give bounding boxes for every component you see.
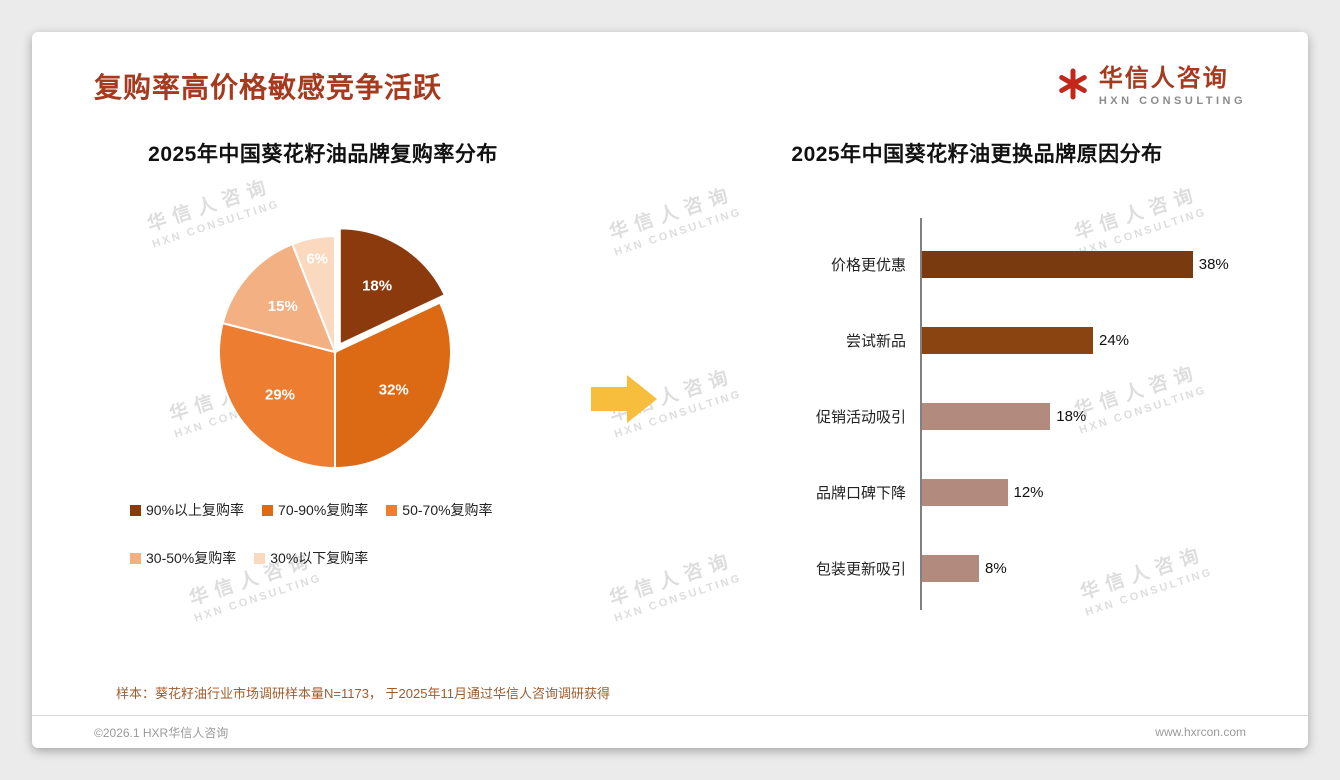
bar bbox=[922, 326, 1093, 354]
bar-category-label: 包装更新吸引 bbox=[815, 560, 906, 578]
legend-label: 70-90%复购率 bbox=[278, 502, 369, 518]
bar-category-label: 尝试新品 bbox=[845, 332, 906, 350]
bar-value-label: 18% bbox=[1056, 407, 1087, 425]
bar-value-label: 24% bbox=[1099, 331, 1130, 349]
pie-chart: 18% 32% 29% 15% 6% bbox=[218, 227, 452, 470]
bar bbox=[922, 554, 979, 582]
legend-swatch bbox=[130, 504, 141, 516]
bar-category-labels: 价格更优惠尝试新品促销活动吸引 品牌口碑下降 包装更新吸引 bbox=[690, 218, 920, 610]
bar-chart: 价格更优惠尝试新品促销活动吸引 品牌口碑下降 包装更新吸引 38% 24% 18% 12%… bbox=[690, 218, 1264, 610]
pie-slice bbox=[221, 242, 337, 354]
sample-footnote: 样本：葵花籽油行业市场调研样本量N=1173， 于2025年11月通过华信人咨询… bbox=[116, 686, 610, 701]
legend-item: 30-50%复购率 bbox=[130, 548, 236, 568]
bar-row: 24% bbox=[922, 302, 1264, 378]
charts-row: 2025年中国葵花籽油品牌复购率分布 18% 32% 29% 15% 6% 90%以上复… bbox=[32, 138, 1308, 610]
legend-swatch bbox=[386, 504, 398, 516]
legend-item: 30%以下复购率 bbox=[254, 548, 368, 568]
bar-category-label: 品牌口碑下降 bbox=[815, 484, 906, 502]
bar-plot-area: 38% 24% 18% 12% 8% bbox=[920, 218, 1264, 610]
pie-value-label: 29% bbox=[265, 387, 295, 404]
pie-value-label: 18% bbox=[362, 278, 392, 295]
company-logo: 华信人咨询 HXN CONSULTING bbox=[1056, 65, 1246, 108]
legend-row: 90%以上复购率 70-90%复购率 50-70%复购率 bbox=[130, 500, 558, 520]
legend-label: 30-50%复购率 bbox=[146, 550, 237, 566]
logo-subtitle: HXN CONSULTING bbox=[1098, 95, 1246, 108]
legend-label: 90%以上复购率 bbox=[146, 502, 245, 518]
slide-card: 华信人咨询 HXN CONSULTING 华信人咨询 HXN CONSULTING 华信… bbox=[32, 32, 1308, 748]
legend-label: 30%以下复购率 bbox=[270, 550, 369, 566]
bar bbox=[922, 478, 1008, 506]
pie-slice bbox=[334, 301, 452, 470]
bar-value-label: 8% bbox=[985, 559, 1007, 577]
legend-item: 70-90%复购率 bbox=[262, 500, 368, 520]
legend-item: 50-70%复购率 bbox=[386, 500, 493, 520]
bar-category-label: 价格更优惠 bbox=[830, 256, 906, 274]
legend-row: 30-50%复购率 30%以下复购率 bbox=[130, 548, 558, 568]
logo-asterisk-icon bbox=[1056, 67, 1090, 106]
pie-slice bbox=[290, 234, 336, 353]
slide-header: 复购率高价格敏感竞争活跃 华信人咨询 HXN CONSULTING bbox=[32, 32, 1308, 136]
pie-slice bbox=[218, 321, 336, 470]
arrow-column bbox=[558, 138, 690, 610]
copyright-text: ©2026.1 HXR华信人咨询 bbox=[94, 725, 229, 740]
legend-swatch bbox=[130, 552, 141, 564]
bar bbox=[922, 402, 1051, 430]
bar-category-label: 促销活动吸引 bbox=[815, 408, 906, 426]
pie-chart-title: 2025年中国葵花籽油品牌复购率分布 bbox=[148, 143, 498, 166]
bar bbox=[922, 250, 1193, 278]
bar-value-label: 38% bbox=[1198, 255, 1229, 273]
slide-footer: ©2026.1 HXR华信人咨询 www.hxrcon.com bbox=[32, 715, 1308, 748]
pie-legend: 90%以上复购率 70-90%复购率 50-70%复购率 30-50%复购率 30%以下… bbox=[130, 500, 558, 568]
bar-chart-title: 2025年中国葵花籽油更换品牌原因分布 bbox=[791, 143, 1163, 166]
bar-row: 18% bbox=[922, 378, 1264, 454]
logo-text: 华信人咨询 HXN CONSULTING bbox=[1098, 65, 1246, 108]
legend-swatch bbox=[262, 504, 274, 516]
logo-name: 华信人咨询 bbox=[1098, 65, 1229, 92]
legend-label: 50-70%复购率 bbox=[402, 502, 493, 518]
bar-row: 38% bbox=[922, 226, 1264, 302]
pie-value-label: 6% bbox=[306, 251, 328, 268]
legend-item: 90%以上复购率 bbox=[130, 500, 244, 520]
bar-row: 12% bbox=[922, 454, 1264, 530]
arrow-right-icon bbox=[591, 375, 657, 423]
website-url: www.hxrcon.com bbox=[1155, 725, 1246, 739]
bar-value-label: 12% bbox=[1013, 483, 1044, 501]
legend-swatch bbox=[254, 552, 266, 564]
pie-value-label: 15% bbox=[268, 298, 298, 315]
pie-slice bbox=[338, 227, 447, 346]
page-title: 复购率高价格敏感竞争活跃 bbox=[94, 72, 443, 103]
pie-value-label: 32% bbox=[379, 381, 409, 398]
pie-chart-section: 2025年中国葵花籽油品牌复购率分布 18% 32% 29% 15% 6% 90%以上复… bbox=[88, 138, 558, 610]
bar-row: 8% bbox=[922, 530, 1264, 606]
bar-chart-section: 2025年中国葵花籽油更换品牌原因分布 价格更优惠尝试新品促销活动吸引 品牌口碑下… bbox=[690, 138, 1308, 610]
